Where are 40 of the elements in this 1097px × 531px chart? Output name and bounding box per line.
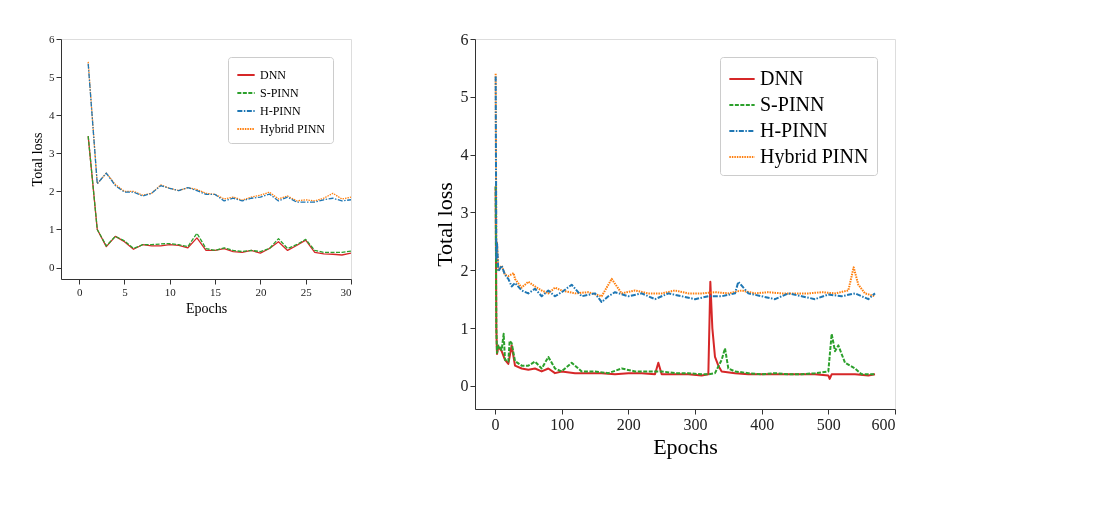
y-tick-label: 4	[460, 146, 469, 164]
x-tick-label: 600	[871, 415, 896, 433]
y-tick-label: 2	[460, 261, 469, 279]
y-tick-label: 1	[49, 222, 55, 235]
legend-label: DNN	[760, 67, 804, 89]
legend-label: DNN	[260, 68, 287, 82]
x-tick-label: 200	[616, 415, 641, 433]
y-tick-label: 6	[460, 30, 469, 48]
y-axis-title: Total loss	[30, 132, 45, 187]
y-tick-label: 3	[49, 146, 55, 159]
y-tick-label: 6	[49, 32, 55, 45]
x-tick-label: 100	[550, 415, 575, 433]
y-tick-label: 5	[49, 70, 55, 83]
legend-label: Hybrid PINN	[260, 122, 326, 136]
y-tick-label: 3	[460, 203, 469, 221]
x-tick-label: 0	[491, 415, 500, 433]
y-tick-label: 0	[460, 377, 469, 395]
legend-label: Hybrid PINN	[760, 145, 869, 168]
x-tick-label: 20	[255, 285, 267, 298]
y-tick-label: 1	[460, 319, 469, 337]
legend-label: H-PINN	[760, 119, 828, 141]
x-tick-label: 0	[76, 285, 83, 298]
y-tick-label: 0	[49, 261, 55, 274]
x-tick-label: 15	[210, 285, 222, 298]
legend-label: H-PINN	[260, 104, 301, 118]
y-tick-label: 5	[460, 88, 469, 106]
x-tick-label: 25	[300, 285, 313, 298]
x-tick-label: 300	[683, 415, 708, 433]
x-tick-label: 400	[750, 415, 775, 433]
x-tick-label: 5	[122, 285, 129, 298]
y-tick-label: 2	[49, 184, 55, 197]
y-axis-title: Total loss	[431, 182, 457, 267]
y-tick-label: 4	[49, 108, 55, 121]
legend-label: S-PINN	[260, 86, 300, 100]
x-tick-label: 10	[164, 285, 177, 298]
legend-label: S-PINN	[760, 93, 825, 115]
x-tick-label: 30	[340, 285, 352, 298]
x-axis-title: Epochs	[653, 433, 718, 459]
x-axis-title: Epochs	[185, 300, 228, 316]
x-tick-label: 500	[816, 415, 841, 433]
